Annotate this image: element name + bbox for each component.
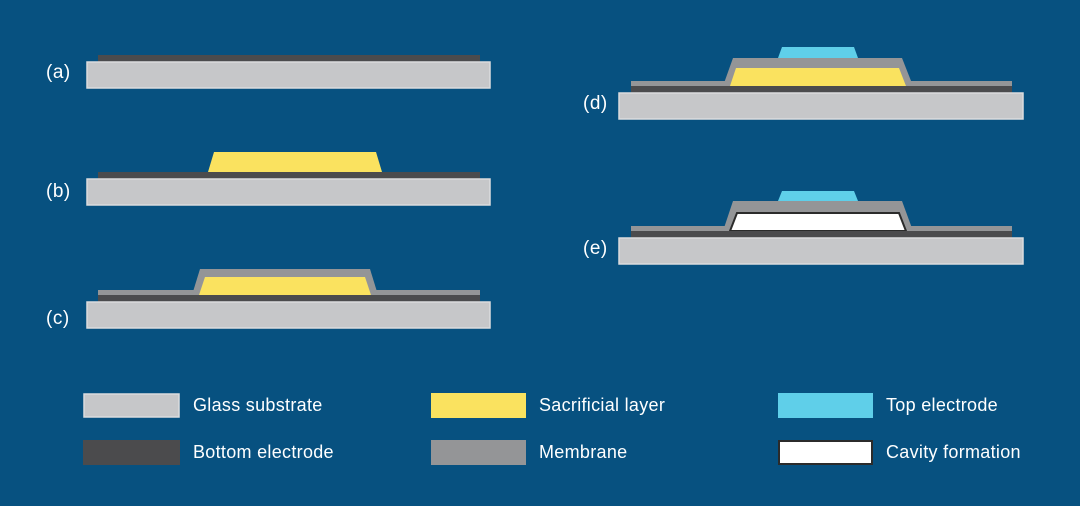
glass-substrate-layer xyxy=(618,237,1024,265)
legend-item-top-electrode: Top electrode xyxy=(778,393,1021,418)
legend-label-sacrificial-layer: Sacrificial layer xyxy=(539,395,666,415)
bottom-electrode-swatch-rect xyxy=(83,440,180,465)
top-electrode-layer xyxy=(778,47,858,58)
bottom-electrode-layer xyxy=(98,295,480,302)
legend-item-sacrificial-layer: Sacrificial layer xyxy=(431,393,665,418)
bottom-electrode-layer xyxy=(98,172,480,179)
membrane-swatch xyxy=(431,440,526,465)
sacrificial-layer xyxy=(199,277,371,295)
step-d-diagram xyxy=(618,47,1024,120)
legend-item-cavity-formation: Cavity formation xyxy=(778,440,1021,465)
legend-item-glass-substrate: Glass substrate xyxy=(83,393,334,418)
sacrificial-layer-swatch xyxy=(431,393,526,418)
legend-item-bottom-electrode: Bottom electrode xyxy=(83,440,334,465)
glass-substrate-swatch-rect xyxy=(83,393,180,418)
legend-column-1: Glass substrate Bottom electrode xyxy=(83,393,334,487)
legend-column-3: Top electrode Cavity formation xyxy=(778,393,1021,487)
glass-substrate-layer xyxy=(86,178,491,206)
step-b-label: (b) xyxy=(46,181,71,202)
glass-substrate-layer xyxy=(618,92,1024,120)
step-b-diagram xyxy=(86,152,491,206)
top-electrode-layer xyxy=(778,191,858,201)
cavity-layer xyxy=(728,212,908,232)
step-a-diagram xyxy=(86,55,491,89)
step-c-label: (c) xyxy=(46,308,70,329)
sacrificial-layer xyxy=(208,152,382,172)
top-electrode-swatch-rect xyxy=(778,393,873,418)
bottom-electrode-layer xyxy=(98,55,480,63)
cavity-formation-swatch-rect xyxy=(778,440,873,465)
legend-label-top-electrode: Top electrode xyxy=(886,395,998,415)
glass-substrate-layer xyxy=(86,301,491,329)
sacrificial-layer xyxy=(730,68,906,86)
legend-label-membrane: Membrane xyxy=(539,442,628,462)
bottom-electrode-swatch xyxy=(83,440,180,465)
step-e-diagram xyxy=(618,191,1024,265)
legend-column-2: Sacrificial layer Membrane xyxy=(431,393,665,487)
cavity-formation-swatch xyxy=(778,440,873,465)
step-d-label: (d) xyxy=(583,93,608,114)
legend-label-glass-substrate: Glass substrate xyxy=(193,395,323,415)
legend-label-cavity-formation: Cavity formation xyxy=(886,442,1021,462)
step-e-label: (e) xyxy=(583,238,608,259)
top-electrode-swatch xyxy=(778,393,873,418)
membrane-swatch-rect xyxy=(431,440,526,465)
bottom-electrode-layer xyxy=(631,231,1012,238)
legend-item-membrane: Membrane xyxy=(431,440,665,465)
bottom-electrode-layer xyxy=(631,86,1012,93)
glass-substrate-swatch xyxy=(83,393,180,418)
step-a-label: (a) xyxy=(46,62,71,83)
step-c-diagram xyxy=(86,269,491,329)
glass-substrate-layer xyxy=(86,61,491,89)
sacrificial-layer-swatch-rect xyxy=(431,393,526,418)
legend-label-bottom-electrode: Bottom electrode xyxy=(193,442,334,462)
